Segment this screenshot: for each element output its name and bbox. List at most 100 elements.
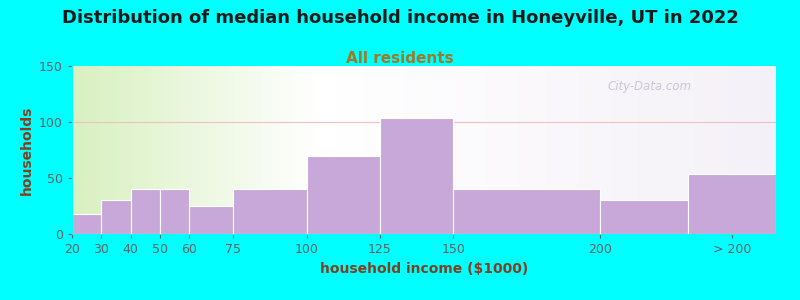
Bar: [79, 60, 82, 234]
Bar: [361, 60, 364, 234]
Bar: [681, 60, 685, 234]
Bar: [438, 60, 442, 234]
Bar: [223, 60, 227, 234]
Bar: [709, 60, 713, 234]
Bar: [396, 60, 399, 234]
Bar: [75, 60, 79, 234]
Bar: [547, 60, 550, 234]
Bar: [286, 60, 290, 234]
Bar: [565, 60, 568, 234]
Bar: [706, 60, 709, 234]
Bar: [198, 60, 202, 234]
Bar: [406, 60, 410, 234]
Bar: [195, 60, 198, 234]
Bar: [614, 60, 618, 234]
Bar: [333, 60, 336, 234]
Bar: [421, 60, 424, 234]
Bar: [241, 60, 245, 234]
Bar: [153, 60, 157, 234]
Bar: [494, 60, 498, 234]
Bar: [181, 60, 185, 234]
Bar: [487, 60, 491, 234]
Bar: [301, 60, 304, 234]
Bar: [386, 60, 389, 234]
Bar: [726, 60, 730, 234]
Bar: [210, 60, 213, 234]
Bar: [509, 60, 512, 234]
Bar: [350, 60, 354, 234]
Bar: [452, 60, 456, 234]
Bar: [512, 60, 515, 234]
Bar: [762, 60, 766, 234]
Bar: [635, 60, 638, 234]
Bar: [568, 60, 572, 234]
Bar: [174, 60, 178, 234]
Bar: [748, 60, 751, 234]
Bar: [550, 60, 554, 234]
Bar: [466, 60, 470, 234]
Bar: [368, 60, 371, 234]
Bar: [691, 60, 695, 234]
Bar: [653, 60, 656, 234]
Bar: [318, 60, 322, 234]
Text: Distribution of median household income in Honeyville, UT in 2022: Distribution of median household income …: [62, 9, 738, 27]
Bar: [723, 60, 726, 234]
Bar: [283, 60, 286, 234]
Bar: [326, 60, 329, 234]
Bar: [399, 60, 403, 234]
Bar: [142, 60, 146, 234]
Bar: [160, 60, 163, 234]
Bar: [157, 60, 160, 234]
Bar: [554, 60, 558, 234]
Bar: [104, 60, 107, 234]
Bar: [454, 189, 600, 234]
Bar: [558, 60, 562, 234]
Bar: [315, 60, 318, 234]
Bar: [533, 60, 537, 234]
Bar: [378, 60, 382, 234]
Bar: [540, 60, 544, 234]
Bar: [414, 60, 417, 234]
Bar: [702, 60, 706, 234]
Bar: [227, 60, 230, 234]
Bar: [135, 60, 139, 234]
Bar: [572, 60, 575, 234]
Bar: [251, 60, 255, 234]
Bar: [575, 60, 579, 234]
Bar: [329, 60, 333, 234]
Bar: [491, 60, 494, 234]
Bar: [339, 60, 343, 234]
Bar: [688, 60, 691, 234]
Bar: [621, 60, 625, 234]
Bar: [167, 60, 170, 234]
Bar: [163, 60, 167, 234]
Bar: [628, 60, 632, 234]
Bar: [755, 60, 758, 234]
Bar: [688, 173, 776, 234]
Bar: [480, 60, 484, 234]
Bar: [424, 60, 427, 234]
Bar: [230, 60, 234, 234]
Bar: [86, 60, 90, 234]
Bar: [72, 60, 75, 234]
Bar: [410, 60, 414, 234]
X-axis label: household income ($1000): household income ($1000): [320, 262, 528, 276]
Bar: [642, 60, 646, 234]
Bar: [646, 60, 650, 234]
Bar: [190, 206, 234, 234]
Bar: [139, 60, 142, 234]
Bar: [306, 156, 380, 234]
Bar: [266, 60, 269, 234]
Bar: [258, 60, 262, 234]
Bar: [530, 60, 533, 234]
Bar: [678, 60, 681, 234]
Bar: [110, 60, 114, 234]
Bar: [734, 60, 738, 234]
Bar: [100, 60, 104, 234]
Bar: [220, 60, 223, 234]
Bar: [667, 60, 670, 234]
Bar: [603, 60, 607, 234]
Bar: [600, 200, 688, 234]
Bar: [582, 60, 586, 234]
Bar: [597, 60, 600, 234]
